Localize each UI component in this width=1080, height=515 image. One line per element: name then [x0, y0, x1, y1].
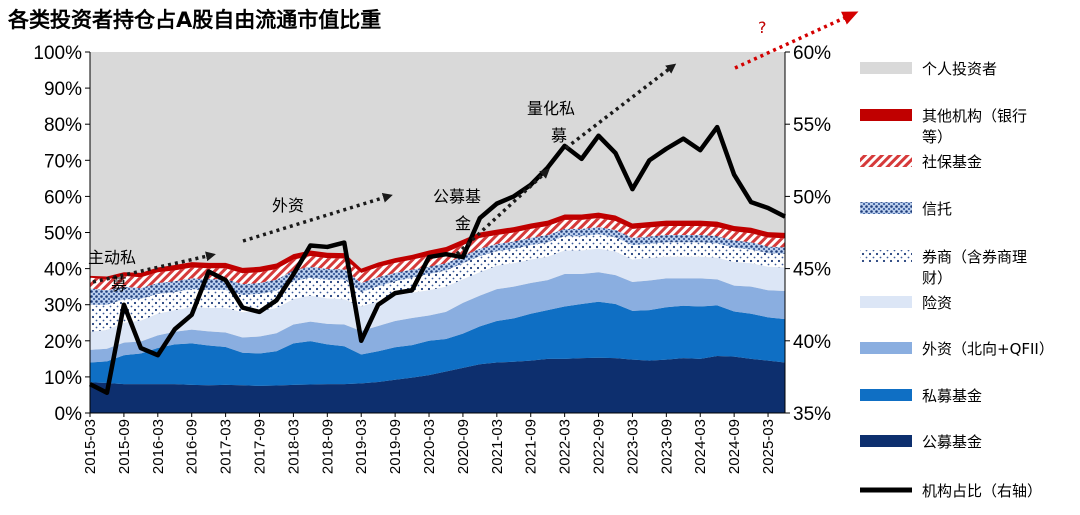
annotation-private-active-line1: 主动私: [88, 248, 136, 267]
x-tick-label: 2020-03: [421, 419, 438, 474]
x-tick-label: 2024-03: [692, 419, 709, 474]
institution-ratio-line: [88, 124, 787, 396]
right-tick-label: 55%: [793, 115, 831, 136]
x-tick-label: 2019-09: [387, 419, 404, 474]
legend-label-foreign: 外资（北向+QFII）: [922, 340, 1054, 358]
x-tick-label: 2017-03: [218, 419, 235, 474]
area-insurance: [90, 248, 785, 350]
left-tick-label: 10%: [44, 368, 82, 389]
left-tick-label: 40%: [44, 260, 82, 281]
legend-swatch-broker: [860, 250, 912, 262]
legend-swatch-insurance: [860, 296, 912, 308]
legend-swatch-trust: [860, 202, 912, 214]
x-tick-label: 2025-03: [760, 419, 777, 474]
annotation-question-mark: ?: [758, 18, 767, 37]
stacked-areas: [90, 52, 785, 413]
trend-arrow-foreign: [242, 192, 393, 243]
legend-label-individual: 个人投资者: [922, 60, 997, 78]
annotations: 主动私 募 外资 公募基 金 量化私 募 ?: [88, 11, 859, 294]
left-tick-label: 0%: [55, 404, 83, 425]
left-tick-label: 100%: [33, 43, 82, 64]
x-tick-label: 2015-03: [82, 419, 99, 474]
right-tick-label: 45%: [793, 260, 831, 281]
annotation-public-fund-line2: 金: [455, 214, 471, 233]
area-public-fund: [90, 355, 785, 413]
legend-label-private-fund: 私募基金: [922, 387, 982, 405]
x-tick-label: 2023-09: [658, 419, 675, 474]
legend-swatch-social-security: [860, 155, 912, 167]
legend-swatch-foreign: [860, 342, 912, 354]
legend-swatch-public-fund: [860, 435, 912, 447]
right-tick-label: 40%: [793, 332, 831, 353]
x-tick-label: 2021-09: [523, 419, 540, 474]
x-tick-label: 2019-03: [353, 419, 370, 474]
right-tick-label: 50%: [793, 187, 831, 208]
area-trust: [90, 227, 785, 305]
legend-label-social-security: 社保基金: [922, 153, 982, 171]
x-tick-label: 2015-09: [116, 419, 133, 474]
x-tick-label: 2018-09: [319, 419, 336, 474]
legend-swatch-other-institutions: [860, 109, 912, 121]
legend-label-insurance: 险资: [922, 294, 952, 312]
annotation-public-fund-line1: 公募基: [433, 187, 481, 206]
left-tick-label: 60%: [44, 187, 82, 208]
x-tick-label: 2022-09: [591, 419, 608, 474]
area-foreign: [90, 272, 785, 363]
x-tick-label: 2016-03: [150, 419, 167, 474]
chart-title: 各类投资者持仓占A股自由流通市值比重: [8, 8, 382, 32]
x-tick-label: 2016-09: [184, 419, 201, 474]
left-tick-label: 80%: [44, 115, 82, 136]
x-axis-ticks: 2015-03 2015-09 2016-03 2016-09 2017-03 2017-…: [82, 413, 777, 474]
x-tick-label: 2024-09: [726, 419, 743, 474]
left-tick-label: 50%: [44, 224, 82, 245]
x-tick-label: 2020-09: [455, 419, 472, 474]
legend-swatch-individual: [860, 62, 912, 74]
annotation-private-active-line2: 募: [111, 275, 127, 294]
left-axis-ticks: 0% 10% 20% 30% 40% 50% 60% 70% 80% 90% 100%: [33, 43, 90, 425]
x-tick-label: 2023-03: [624, 419, 641, 474]
trend-arrow-quant: [564, 63, 677, 150]
legend-label-broker: 券商（含券商理: [922, 248, 1027, 266]
left-tick-label: 90%: [44, 79, 82, 100]
right-axis-ticks: 35% 40% 45% 50% 55% 60%: [785, 43, 831, 425]
annotation-quant-line2: 募: [551, 126, 567, 145]
right-tick-label: 35%: [793, 404, 831, 425]
x-tick-label: 2021-03: [489, 419, 506, 474]
legend-label-broker-line2: 财）: [922, 269, 952, 287]
legend-label-other-institutions: 其他机构（银行: [922, 107, 1027, 125]
legend-label-institution-ratio: 机构占比（右轴）: [922, 482, 1042, 500]
legend-label-trust: 信托: [922, 200, 952, 218]
left-tick-label: 20%: [44, 332, 82, 353]
x-tick-label: 2022-03: [557, 419, 574, 474]
area-private-fund: [90, 301, 785, 386]
annotation-quant-line1: 量化私: [527, 99, 575, 118]
legend-swatch-private-fund: [860, 389, 912, 401]
institution-ratio-line-layer: [88, 124, 787, 396]
legend-label-other-institutions-line2: 等）: [922, 128, 952, 146]
right-tick-label: 60%: [793, 43, 831, 64]
x-tick-label: 2018-03: [285, 419, 302, 474]
trend-arrow-question: [734, 11, 859, 70]
annotation-foreign: 外资: [272, 196, 304, 215]
x-tick-label: 2017-09: [252, 419, 269, 474]
legend-label-public-fund: 公募基金: [922, 433, 982, 451]
left-tick-label: 70%: [44, 151, 82, 172]
left-tick-label: 30%: [44, 296, 82, 317]
